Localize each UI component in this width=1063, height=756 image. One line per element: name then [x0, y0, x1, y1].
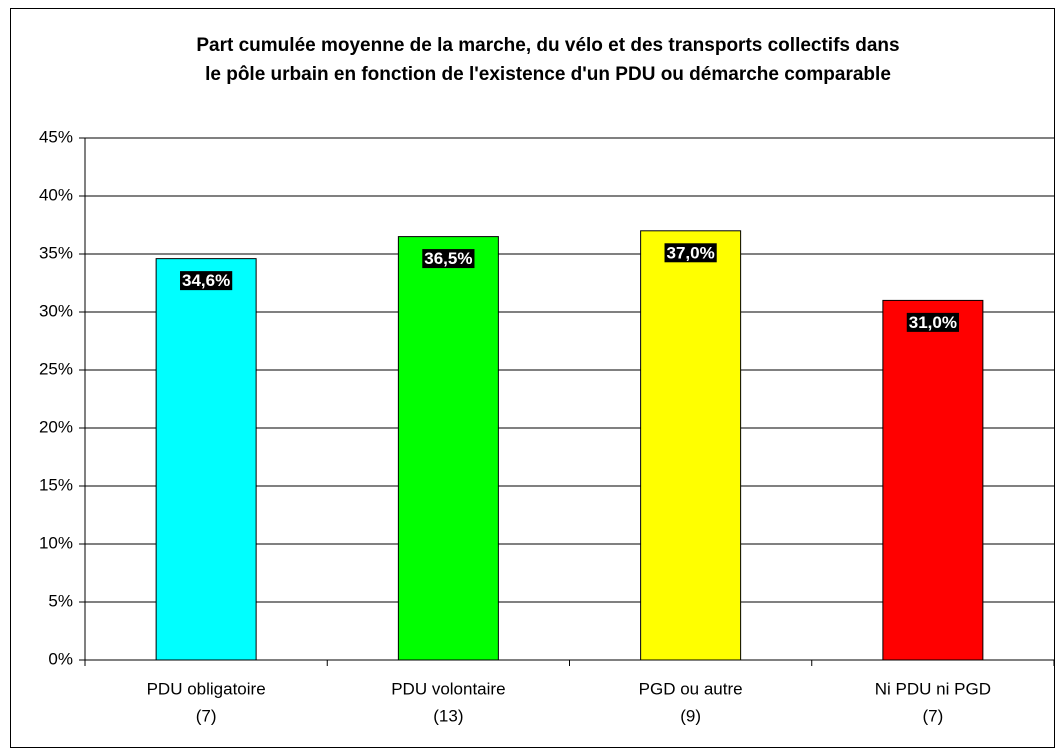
y-tick-label: 25%	[39, 359, 73, 378]
y-tick-label: 20%	[39, 417, 73, 436]
bar	[155, 258, 257, 661]
x-tick-label: (7)	[196, 706, 217, 725]
x-tick-label: (7)	[922, 706, 943, 725]
x-tick-label: Ni PDU ni PGD	[875, 679, 991, 698]
value-label: 34,6%	[182, 271, 230, 290]
bar	[882, 299, 984, 661]
x-tick-label: PDU volontaire	[391, 679, 505, 698]
value-label-bg	[906, 312, 959, 332]
y-tick-label: 35%	[39, 243, 73, 262]
value-label-bg	[664, 243, 717, 263]
value-label-bg	[422, 249, 475, 269]
value-label: 37,0%	[667, 243, 715, 262]
y-tick-label: 15%	[39, 475, 73, 494]
chart-title: Part cumulée moyenne de la marche, du vé…	[196, 35, 899, 56]
chart-title: le pôle urbain en fonction de l'existenc…	[205, 64, 891, 85]
y-tick-label: 30%	[39, 301, 73, 320]
bar	[640, 230, 742, 661]
x-tick-label: PDU obligatoire	[147, 679, 266, 698]
y-tick-label: 45%	[39, 127, 73, 146]
value-label: 36,5%	[424, 249, 472, 268]
y-tick-label: 40%	[39, 185, 73, 204]
y-tick-label: 0%	[48, 649, 73, 668]
x-tick-label: (9)	[680, 706, 701, 725]
x-tick-label: (13)	[433, 706, 463, 725]
y-tick-label: 10%	[39, 533, 73, 552]
y-tick-label: 5%	[48, 591, 73, 610]
x-tick-label: PGD ou autre	[639, 679, 743, 698]
value-label-bg	[180, 271, 233, 291]
bar	[397, 236, 499, 661]
value-label: 31,0%	[909, 313, 957, 332]
